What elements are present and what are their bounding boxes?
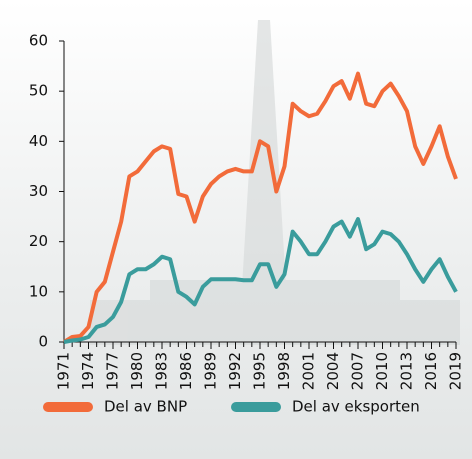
x-tick-label: 1971 — [55, 352, 73, 390]
y-tick-label: 50 — [29, 82, 48, 100]
y-tick-label: 0 — [38, 333, 48, 351]
x-tick-label: 1995 — [251, 352, 269, 390]
plot: 0 10 20 30 40 50 60 1971 1974 1977 1980 1983 1986 198… — [29, 32, 465, 391]
series-line — [63, 217, 458, 344]
x-tick-label: 1989 — [202, 352, 220, 390]
x-tick-label: 2013 — [398, 352, 416, 390]
x-tick-label: 1986 — [177, 352, 195, 390]
x-tick-label: 1980 — [128, 352, 146, 390]
x-tick-label: 1974 — [79, 352, 97, 390]
x-tick-label: 1977 — [104, 352, 122, 390]
y-tick-label: 60 — [29, 32, 48, 50]
legend-label: Del av eksporten — [292, 398, 420, 416]
legend-label: Del av BNP — [104, 398, 187, 416]
x-tick-label: 2004 — [324, 352, 342, 390]
x-tick-label: 1998 — [275, 352, 293, 390]
x-tick-label: 1983 — [153, 352, 171, 390]
y-tick-label: 10 — [29, 282, 48, 300]
y-tick-label: 30 — [29, 182, 48, 200]
y-tick-label: 20 — [29, 232, 48, 250]
legend: Del av BNP Del av eksporten — [43, 398, 420, 416]
x-tick-label: 2019 — [447, 352, 465, 390]
x-tick-label: 1992 — [226, 352, 244, 390]
y-tick-label: 40 — [29, 132, 48, 150]
x-tick-label: 2007 — [349, 352, 367, 390]
x-tick-label: 2001 — [300, 352, 318, 390]
x-tick-label: 2016 — [422, 352, 440, 390]
x-tick-label: 2010 — [373, 352, 391, 390]
series-line — [62, 71, 458, 344]
